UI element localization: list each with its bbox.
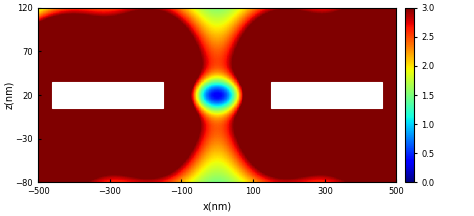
Y-axis label: z(nm): z(nm) (4, 81, 14, 109)
Bar (53, 82, 164, 108)
X-axis label: x(nm): x(nm) (203, 202, 232, 212)
Bar (271, 82, 382, 108)
